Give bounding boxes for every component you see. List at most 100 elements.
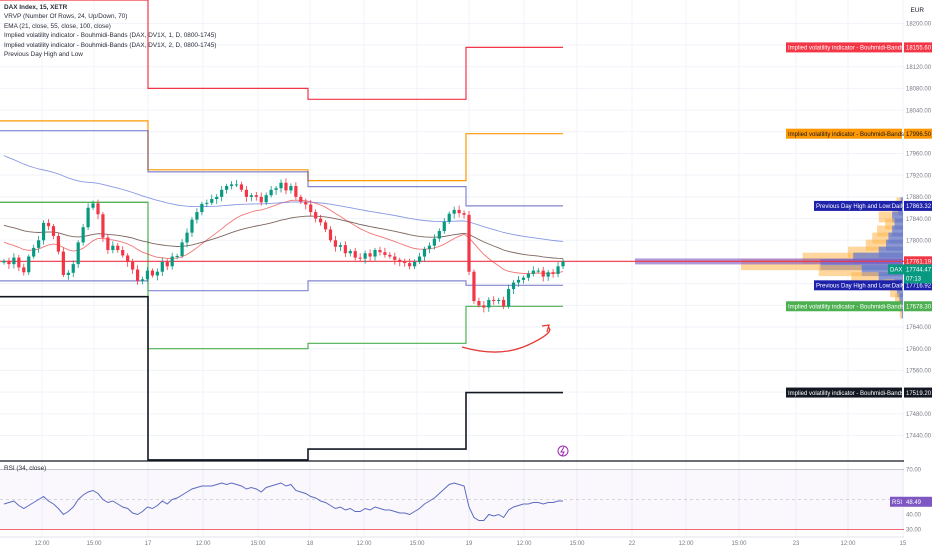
band-value-1-bg bbox=[904, 128, 932, 139]
candle-body-0 bbox=[2, 260, 6, 263]
time-axis[interactable]: 12:00 15:00 17 12:00 15:00 18 12:00 15:00 19 12:0… bbox=[0, 536, 907, 547]
candle-body-49 bbox=[244, 189, 248, 197]
current-price-label-bg bbox=[904, 256, 932, 267]
candle-body-77 bbox=[383, 252, 387, 255]
candle-body-22 bbox=[111, 245, 115, 251]
time-tick-2: 17 bbox=[145, 541, 152, 547]
candle-body-107 bbox=[531, 270, 535, 274]
candle-body-106 bbox=[526, 273, 530, 278]
time-tick-0: 12:00 bbox=[34, 541, 50, 547]
band-line-5 bbox=[0, 295, 563, 461]
band-name-4-bg bbox=[786, 301, 902, 312]
candle-body-80 bbox=[398, 259, 402, 262]
candle-body-33 bbox=[165, 261, 169, 267]
candle-body-25 bbox=[126, 255, 130, 262]
candle-body-46 bbox=[229, 184, 234, 187]
band-value-5-bg bbox=[904, 387, 932, 398]
band-value-0-bg bbox=[904, 42, 932, 53]
candle-body-82 bbox=[408, 263, 412, 267]
vrvp-legend[interactable]: VRVP (Number Of Rows, 24, Up/Down, 70) bbox=[4, 13, 128, 21]
candle-body-38 bbox=[190, 219, 194, 233]
candle-body-47 bbox=[234, 184, 239, 186]
price-tick-10: 17800.00 bbox=[906, 238, 932, 244]
countdown-label-bg bbox=[904, 273, 932, 284]
candle-body-18 bbox=[91, 203, 95, 208]
band-name-3: Previous Day High and Low:Daily Low bbox=[816, 284, 918, 290]
vp-row-up-4 bbox=[877, 225, 903, 237]
band-name-2-bg bbox=[814, 200, 902, 211]
rsi-tick-2: 30.00 bbox=[906, 528, 922, 534]
candle-body-34 bbox=[170, 256, 174, 267]
candle-body-70 bbox=[348, 251, 352, 254]
vp-row-down-11 bbox=[878, 272, 903, 284]
candle-body-6 bbox=[32, 247, 36, 257]
rsi-tag-bg bbox=[890, 496, 904, 507]
band-value-3-bg bbox=[904, 280, 932, 291]
candle-body-52 bbox=[259, 196, 263, 203]
band-name-4: Implied volatility indicator - Bouhmidi-… bbox=[788, 305, 916, 311]
indicator-legend: DAX Index, 15, XETR VRVP (Number Of Rows… bbox=[4, 3, 216, 59]
candle-body-101 bbox=[502, 299, 506, 307]
candle-body-75 bbox=[373, 250, 377, 257]
pdhl-legend[interactable]: Previous Day High and Low bbox=[4, 50, 83, 58]
candle-body-26 bbox=[131, 261, 135, 270]
candle-body-45 bbox=[225, 186, 229, 190]
candle-body-68 bbox=[338, 245, 342, 247]
candle-body-53 bbox=[264, 195, 268, 203]
lightning-icon[interactable] bbox=[557, 445, 569, 457]
candle-body-62 bbox=[309, 204, 313, 213]
candle-body-90 bbox=[447, 213, 451, 222]
candle-body-56 bbox=[279, 182, 283, 189]
candle-body-51 bbox=[254, 195, 258, 197]
candle-body-57 bbox=[284, 182, 288, 191]
candle-body-103 bbox=[511, 282, 516, 290]
vp-row-up-8 bbox=[802, 252, 903, 264]
candle-body-104 bbox=[516, 279, 521, 283]
candle-body-71 bbox=[353, 251, 357, 258]
symbol-title[interactable]: DAX Index, 15, XETR bbox=[4, 4, 68, 11]
candle-body-16 bbox=[81, 227, 85, 243]
candle-body-4 bbox=[22, 267, 26, 273]
price-tick-14: 17640.00 bbox=[906, 325, 932, 331]
band-name-1-bg bbox=[786, 128, 902, 139]
candle-body-8 bbox=[41, 222, 46, 241]
candle-body-83 bbox=[412, 261, 417, 267]
band-name-1: Implied volatility indicator - Bouhmidi-… bbox=[788, 132, 916, 138]
candle-body-61 bbox=[304, 201, 308, 205]
rsi-tick-1: 40.00 bbox=[906, 513, 922, 519]
band-value-3: 17716.92 bbox=[906, 284, 932, 290]
price-labels: Implied volatility indicator - Bouhmidi-… bbox=[786, 42, 932, 507]
ivi1-legend[interactable]: Implied volatility indicator - Bouhmidi-… bbox=[4, 32, 217, 40]
time-tick-13: 15:00 bbox=[731, 541, 747, 547]
price-tick-2: 18120.00 bbox=[906, 65, 932, 71]
time-tick-8: 19 bbox=[466, 541, 473, 547]
candle-body-93 bbox=[462, 213, 466, 215]
band-line-2 bbox=[0, 130, 563, 207]
candle-body-100 bbox=[497, 299, 501, 302]
candle-body-48 bbox=[239, 184, 244, 190]
currency-label[interactable]: EUR bbox=[910, 7, 925, 14]
ivi2-legend[interactable]: Implied volatility indicator - Bouhmidi-… bbox=[4, 41, 217, 49]
candle-body-85 bbox=[422, 248, 427, 257]
time-tick-15: 12:00 bbox=[840, 541, 856, 547]
band-line-4 bbox=[0, 201, 563, 350]
band-line-3 bbox=[0, 280, 563, 292]
vp-row-up-13 bbox=[890, 286, 903, 298]
rsi-line bbox=[3, 482, 563, 521]
candle-body-69 bbox=[343, 245, 347, 254]
candle-body-65 bbox=[323, 222, 328, 230]
time-tick-12: 12:00 bbox=[678, 541, 694, 547]
vp-row-up-16 bbox=[899, 307, 903, 319]
ema-legend[interactable]: EMA (21, close, 55, close, 100, close) bbox=[4, 22, 111, 30]
band-name-5: Implied volatility indicator - Bouhmidi-… bbox=[788, 391, 916, 397]
candle-body-97 bbox=[482, 305, 486, 308]
rsi-panel bbox=[0, 469, 904, 530]
vp-row-up-2 bbox=[878, 211, 903, 223]
current-price-label: 17761.19 bbox=[906, 260, 932, 266]
vp-row-up-5 bbox=[872, 232, 903, 244]
candle-body-31 bbox=[155, 271, 159, 276]
band-value-4-bg bbox=[904, 301, 932, 312]
rsi-legend[interactable]: RSI (34, close) bbox=[4, 465, 47, 472]
candle-body-110 bbox=[546, 272, 550, 277]
